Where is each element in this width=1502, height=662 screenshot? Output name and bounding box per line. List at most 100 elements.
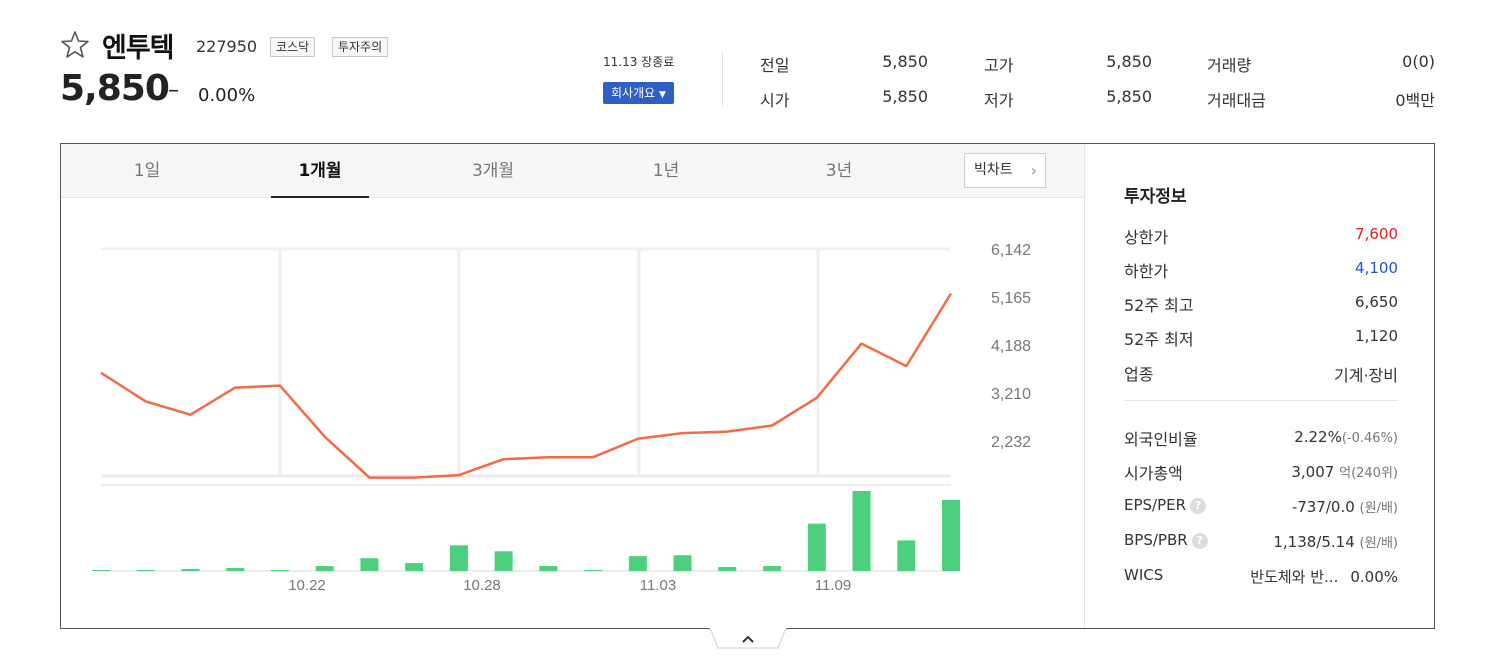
x-tick-label: 11.09	[815, 577, 851, 594]
company-overview-label: 회사개요	[611, 86, 656, 100]
eps-per-label-text: EPS/PER	[1124, 496, 1187, 514]
warning-tag: 투자주의	[332, 37, 389, 57]
volume-bar	[628, 556, 647, 571]
chevron-right-icon: ›	[1030, 161, 1037, 180]
summary-value-low: 5,850	[1106, 87, 1152, 106]
stock-name: 엔투텍	[102, 33, 175, 64]
volume-bar	[136, 570, 155, 571]
tab-1y[interactable]: 1년	[652, 161, 680, 181]
volume-bar	[92, 570, 110, 571]
wics-sector[interactable]: 반도체와 반...	[1250, 568, 1339, 586]
favorite-star-icon[interactable]	[60, 30, 90, 60]
y-tick-label: 3,210	[991, 386, 1031, 403]
header-divider	[722, 52, 723, 106]
market-cap-main: 3,007	[1291, 463, 1335, 481]
foreign-ratio-change: (-0.46%)	[1341, 431, 1398, 446]
collapse-button[interactable]	[708, 628, 788, 650]
caret-down-icon: ▼	[659, 90, 666, 100]
sector-value[interactable]: 기계·장비	[1334, 366, 1398, 385]
volume-bar	[718, 567, 737, 571]
x-tick-label: 11.03	[640, 577, 676, 594]
y-tick-label: 4,188	[991, 338, 1031, 355]
summary-label-low: 저가	[984, 91, 1014, 110]
big-chart-button[interactable]: 빅차트 ›	[964, 153, 1046, 188]
company-overview-button[interactable]: 회사개요 ▼	[603, 82, 674, 104]
stock-code: 227950	[196, 37, 258, 56]
volume-bar	[673, 555, 692, 571]
upper-limit-label: 상한가	[1124, 228, 1169, 247]
period-tabs: 1일 1개월 3개월 1년 3년 빅차트 ›	[61, 144, 1084, 198]
bps-pbr-unit: (원/배)	[1359, 536, 1398, 551]
foreign-ratio-label: 외국인비율	[1124, 430, 1198, 449]
chevron-up-icon	[742, 635, 754, 643]
volume-bar	[897, 540, 916, 571]
market-cap-value: 3,007 억(240위)	[1291, 462, 1398, 481]
market-cap-label: 시가총액	[1124, 464, 1183, 483]
volume-bar	[405, 563, 424, 571]
y-tick-label: 2,232	[991, 434, 1031, 451]
bps-pbr-label: BPS/PBR?	[1124, 531, 1208, 549]
high-52w-label: 52주 최고	[1124, 296, 1194, 315]
x-tick-label: 10.28	[463, 577, 501, 594]
volume-bar	[270, 570, 289, 571]
wics-rate: 0.00%	[1350, 568, 1398, 586]
price-chart: 6,142 5,165 4,188 3,210 2,232 10.22 10.28 11.03…	[92, 242, 1031, 594]
market-close-label: 11.13 장종료	[603, 55, 675, 69]
summary-label-prev: 전일	[760, 56, 790, 75]
foreign-ratio-main: 2.22%	[1294, 428, 1342, 446]
summary-value-amount: 0백만	[1395, 91, 1435, 110]
chart-panel: 1일 1개월 3개월 1년 3년 빅차트 › 6,142 5,165 4,188 3,…	[60, 143, 1435, 629]
tab-1m[interactable]: 1개월	[298, 161, 342, 181]
summary-value-high: 5,850	[1106, 52, 1152, 71]
eps-help-icon[interactable]: ?	[1190, 498, 1207, 514]
invest-info-title: 투자정보	[1124, 187, 1187, 207]
lower-limit-label: 하한가	[1124, 262, 1169, 281]
y-tick-label: 6,142	[991, 242, 1031, 259]
summary-value-prev: 5,850	[882, 52, 928, 71]
eps-per-unit: (원/배)	[1359, 501, 1398, 516]
x-tick-label: 10.22	[288, 577, 326, 594]
bps-pbr-label-text: BPS/PBR	[1124, 531, 1188, 549]
volume-bar	[584, 570, 603, 571]
stock-header: 엔투텍 227950 코스닥 투자주의 5,850 – 0.00% 11.13 …	[60, 26, 1440, 126]
high-52w-value: 6,650	[1355, 293, 1398, 311]
price-line	[100, 292, 953, 479]
invest-divider	[1124, 400, 1398, 401]
upper-limit-value: 7,600	[1355, 225, 1398, 243]
volume-bar	[942, 499, 960, 571]
wics-label: WICS	[1124, 566, 1164, 584]
bps-pbr-value: 1,138/5.14 (원/배)	[1273, 532, 1398, 551]
summary-value-open: 5,850	[882, 87, 928, 106]
summary-label-high: 고가	[984, 56, 1014, 75]
volume-bar	[360, 558, 379, 571]
market-cap-rank: 억(240위)	[1339, 466, 1398, 481]
lower-limit-value: 4,100	[1355, 259, 1398, 277]
change-rate: 0.00%	[198, 85, 256, 106]
eps-per-main: -737/0.0	[1291, 498, 1355, 516]
bps-help-icon[interactable]: ?	[1191, 533, 1208, 549]
volume-bar	[539, 566, 558, 571]
panel-divider	[1084, 144, 1085, 628]
active-tab-underline	[271, 196, 369, 198]
volume-bar	[763, 566, 782, 571]
volume-bar	[807, 523, 826, 571]
eps-per-value: -737/0.0 (원/배)	[1292, 497, 1398, 516]
big-chart-label: 빅차트	[974, 162, 1013, 178]
summary-label-open: 시가	[760, 91, 790, 110]
sector-label: 업종	[1124, 365, 1154, 384]
volume-bar	[494, 551, 513, 571]
y-tick-label: 5,165	[991, 290, 1031, 307]
low-52w-value: 1,120	[1355, 327, 1398, 345]
change-symbol: –	[168, 78, 179, 103]
tab-3y[interactable]: 3년	[825, 161, 853, 181]
tab-1d[interactable]: 1일	[133, 161, 161, 181]
volume-bar	[449, 545, 468, 571]
eps-per-label: EPS/PER?	[1124, 496, 1207, 514]
volume-bar	[226, 568, 245, 571]
foreign-ratio-value: 2.22%(-0.46%)	[1294, 428, 1398, 446]
market-tag: 코스닥	[270, 37, 316, 57]
volume-bar	[852, 491, 871, 571]
volume-bar	[181, 569, 200, 571]
bps-pbr-main: 1,138/5.14	[1273, 533, 1355, 551]
tab-3m[interactable]: 3개월	[471, 161, 515, 181]
